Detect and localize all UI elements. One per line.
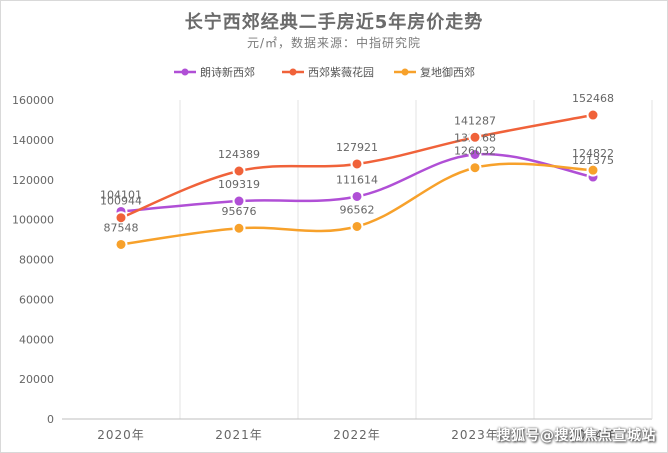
data-point [350,157,364,171]
data-label: 109319 [218,178,260,191]
data-label: 124822 [572,147,614,160]
data-point [350,189,364,203]
data-label: 141287 [454,114,496,127]
data-label: 126032 [454,145,496,158]
y-tick-label: 40000 [19,333,54,346]
legend-label: 复地御西郊 [420,65,475,79]
legend-item: 复地御西郊 [394,65,475,79]
data-point [468,161,482,175]
data-point [468,147,482,161]
data-point [468,130,482,144]
y-tick-label: 20000 [19,373,54,386]
y-tick-label: 0 [47,413,54,426]
legend-marker [401,68,409,76]
legend-label: 西郊紫薇花园 [308,66,374,79]
data-point [232,221,246,235]
legend-marker [181,68,189,76]
y-tick-label: 60000 [19,293,54,306]
data-label: 127921 [336,141,378,154]
data-point [114,237,128,251]
data-label: 111614 [336,173,378,186]
data-point [586,163,600,177]
data-label: 87548 [104,221,139,234]
y-tick-label: 80000 [19,254,54,267]
legend-label: 朗诗新西郊 [200,65,255,79]
data-label: 121375 [572,154,614,167]
chart-subtitle: 元/㎡，数据来源：中指研究院 [246,36,422,50]
watermark-text: 搜狐号@搜狐焦点宣城站 [496,428,656,444]
x-tick-label: 2021年 [215,428,263,442]
data-point [114,211,128,225]
data-label: 152468 [572,92,614,105]
y-tick-label: 140000 [12,134,54,147]
data-label: 100944 [100,195,142,208]
data-label: 96562 [340,203,375,216]
legend-marker [289,68,297,76]
x-tick-label: 2023年 [451,428,499,442]
data-point [350,219,364,233]
data-label: 95676 [222,205,257,218]
y-tick-label: 160000 [12,94,54,107]
data-point [586,108,600,122]
data-label: 124389 [218,148,260,161]
x-tick-label: 2022年 [333,428,381,442]
x-tick-label: 2024年 [569,428,617,442]
y-tick-label: 120000 [12,174,54,187]
legend-item: 西郊紫薇花园 [282,66,374,79]
x-tick-label: 2020年 [97,428,145,442]
chart-title: 长宁西郊经典二手房近5年房价走势 [184,12,484,33]
y-tick-label: 100000 [12,214,54,227]
legend-item: 朗诗新西郊 [174,65,255,79]
data-point [232,194,246,208]
data-point [232,164,246,178]
data-label: 104101 [100,188,142,201]
